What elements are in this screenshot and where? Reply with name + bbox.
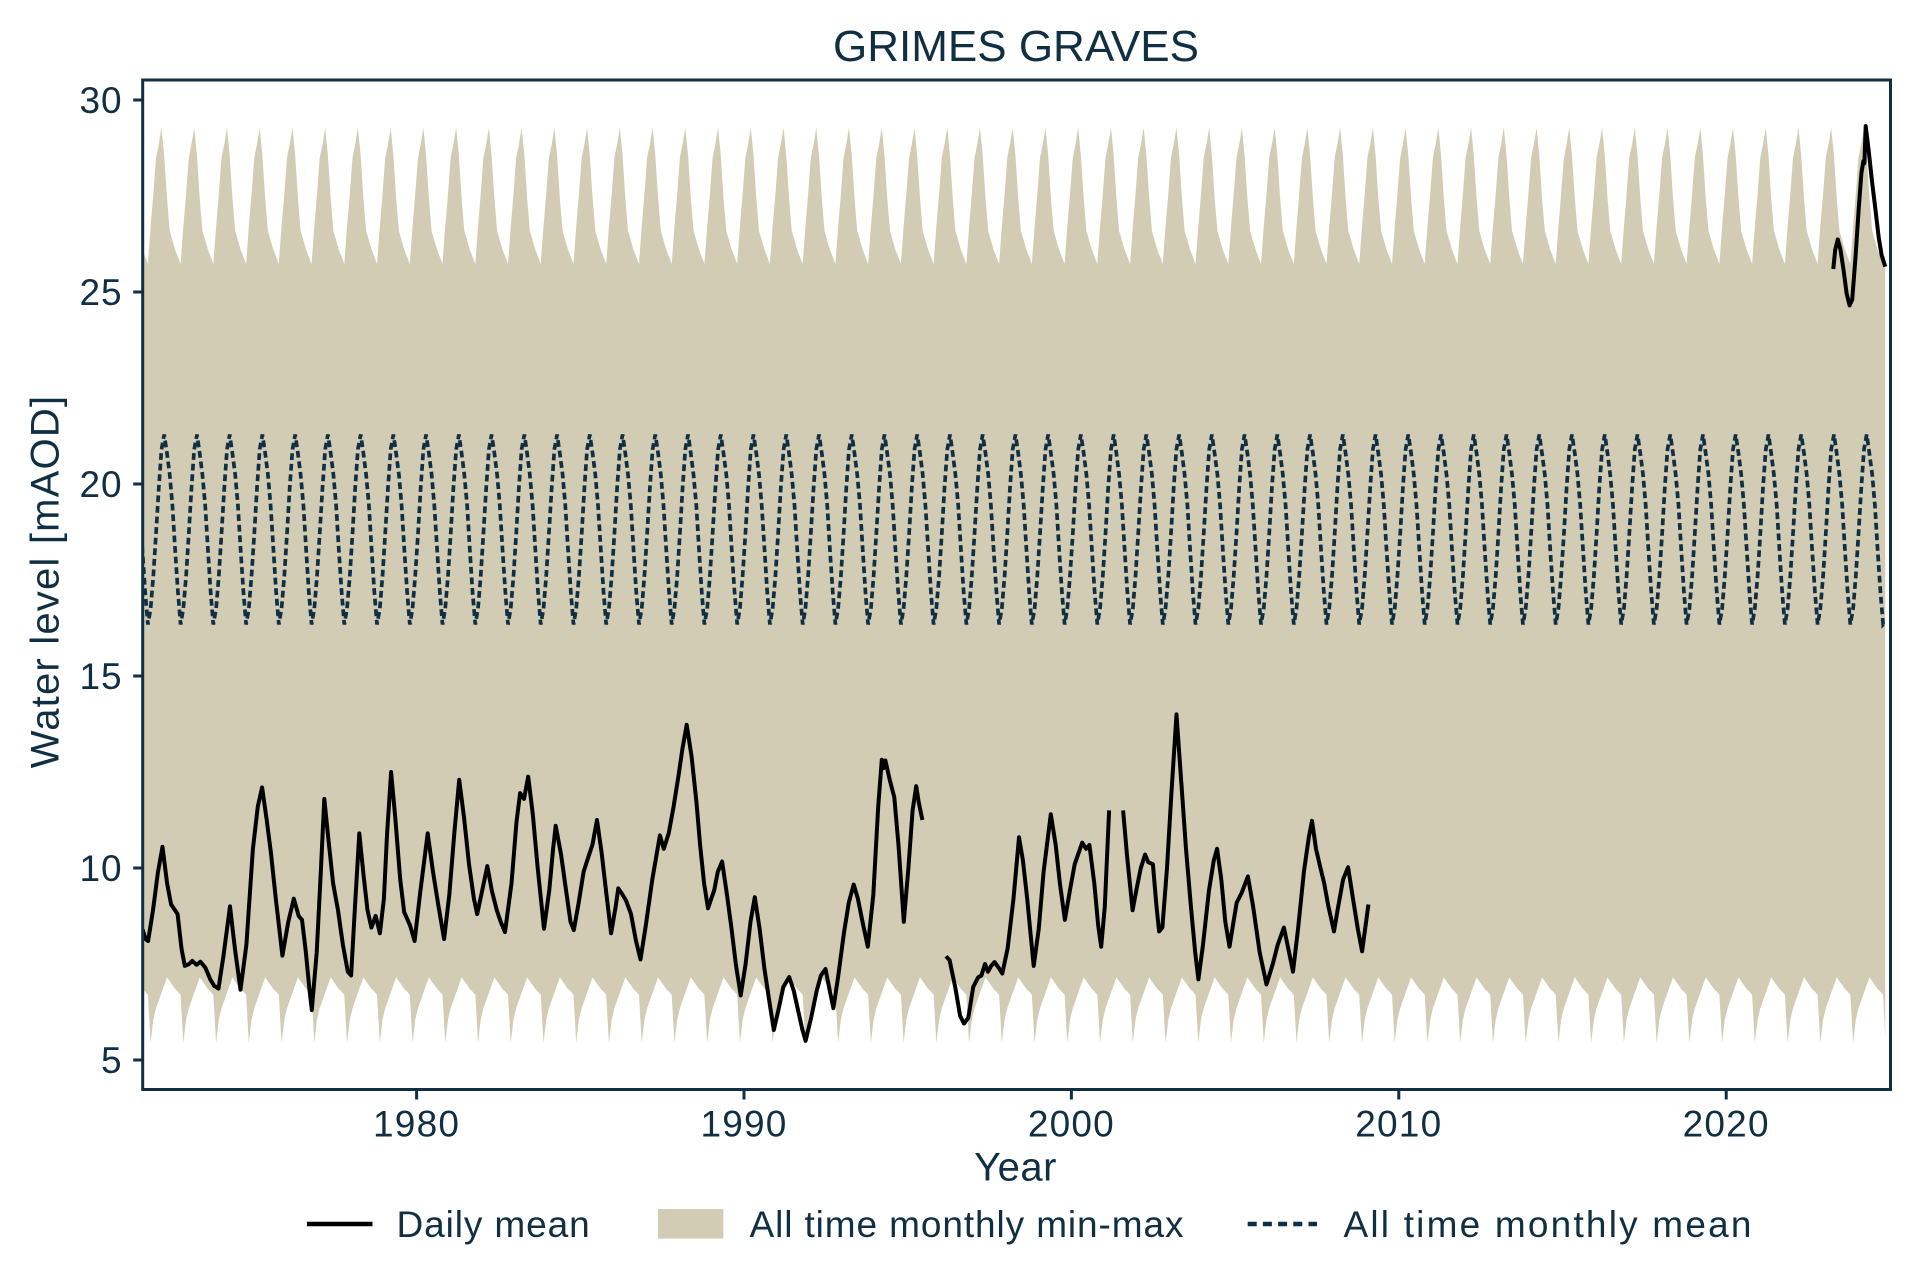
svg-text:GRIMES GRAVES: GRIMES GRAVES [833,22,1199,71]
svg-text:2010: 2010 [1355,1104,1442,1145]
svg-text:30: 30 [80,80,123,121]
svg-text:2000: 2000 [1028,1104,1115,1145]
svg-text:20: 20 [80,464,123,505]
svg-text:2020: 2020 [1683,1104,1770,1145]
svg-text:10: 10 [80,848,123,889]
svg-text:25: 25 [80,272,123,313]
svg-text:All time monthly min-max: All time monthly min-max [750,1204,1185,1245]
svg-text:1990: 1990 [700,1104,787,1145]
svg-text:All time monthly mean: All time monthly mean [1344,1204,1754,1245]
svg-text:5: 5 [101,1040,122,1081]
svg-text:Daily mean: Daily mean [397,1204,591,1245]
svg-text:1980: 1980 [373,1104,460,1145]
svg-text:15: 15 [80,656,123,697]
svg-text:Water level [mAOD]: Water level [mAOD] [24,395,68,769]
svg-text:Year: Year [974,1146,1057,1190]
